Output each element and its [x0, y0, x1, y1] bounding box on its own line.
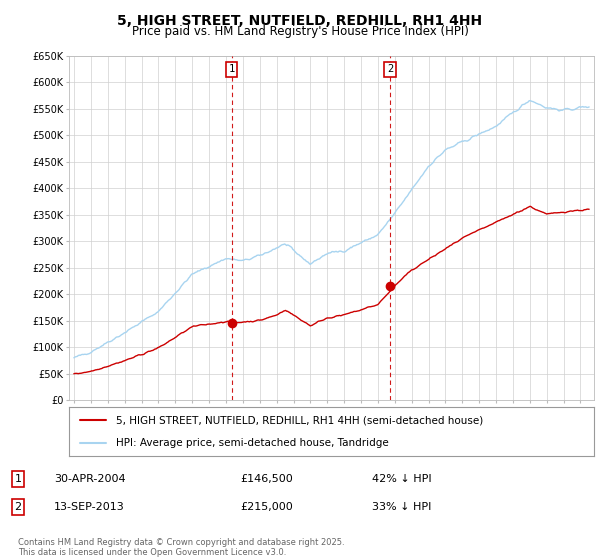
Text: 33% ↓ HPI: 33% ↓ HPI	[372, 502, 431, 512]
Text: £146,500: £146,500	[240, 474, 293, 484]
Text: 13-SEP-2013: 13-SEP-2013	[54, 502, 125, 512]
Text: HPI: Average price, semi-detached house, Tandridge: HPI: Average price, semi-detached house,…	[116, 438, 389, 448]
Text: 1: 1	[229, 64, 235, 74]
Text: 1: 1	[14, 474, 22, 484]
Text: Contains HM Land Registry data © Crown copyright and database right 2025.
This d: Contains HM Land Registry data © Crown c…	[18, 538, 344, 557]
Text: 2: 2	[14, 502, 22, 512]
Text: 30-APR-2004: 30-APR-2004	[54, 474, 125, 484]
Text: 5, HIGH STREET, NUTFIELD, REDHILL, RH1 4HH (semi-detached house): 5, HIGH STREET, NUTFIELD, REDHILL, RH1 4…	[116, 416, 484, 426]
Text: £215,000: £215,000	[240, 502, 293, 512]
Text: 42% ↓ HPI: 42% ↓ HPI	[372, 474, 431, 484]
Text: 2: 2	[387, 64, 393, 74]
Text: Price paid vs. HM Land Registry's House Price Index (HPI): Price paid vs. HM Land Registry's House …	[131, 25, 469, 38]
Text: 5, HIGH STREET, NUTFIELD, REDHILL, RH1 4HH: 5, HIGH STREET, NUTFIELD, REDHILL, RH1 4…	[118, 14, 482, 28]
